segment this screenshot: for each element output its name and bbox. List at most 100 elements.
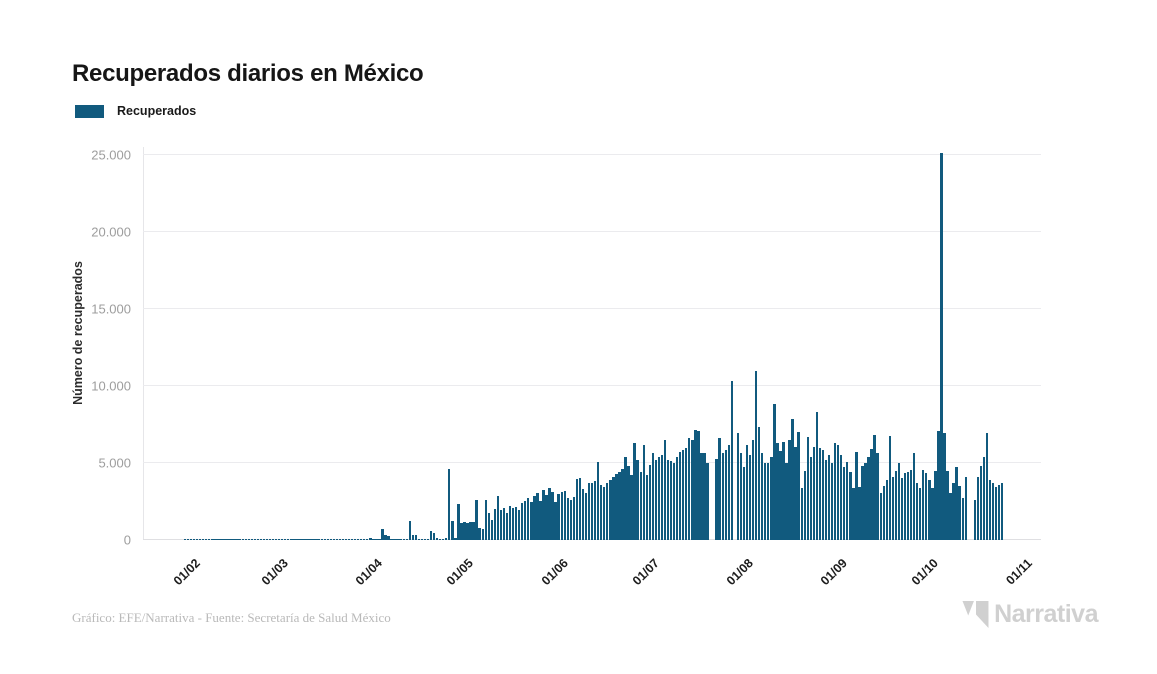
bar: [214, 539, 217, 540]
bar: [818, 447, 822, 540]
bar: [633, 443, 636, 540]
bar: [463, 521, 466, 540]
narrativa-logo: Narrativa: [961, 600, 1098, 629]
bar: [438, 538, 442, 540]
bar: [189, 539, 193, 540]
bar: [581, 489, 585, 540]
bar: [991, 483, 995, 540]
bar: [305, 539, 308, 540]
bar: [393, 538, 396, 540]
bar: [566, 498, 569, 540]
gridline: [143, 308, 1041, 309]
bar: [208, 539, 211, 540]
bar: [830, 463, 834, 540]
bar: [596, 461, 600, 540]
bar: [332, 539, 336, 540]
bar: [751, 439, 755, 540]
bar: [274, 539, 278, 540]
bar: [284, 539, 287, 540]
bar: [448, 469, 451, 540]
bar: [527, 497, 530, 540]
bar: [745, 444, 749, 540]
bar: [536, 493, 539, 540]
bar: [885, 479, 888, 540]
bar: [369, 537, 372, 540]
bar: [229, 539, 232, 540]
bar: [466, 523, 469, 540]
bar: [593, 480, 597, 540]
bar: [478, 527, 481, 540]
bar: [791, 419, 794, 540]
bar: [396, 539, 399, 540]
bar: [198, 539, 202, 540]
bar: [563, 490, 566, 540]
bar: [703, 453, 706, 540]
bar: [715, 459, 718, 540]
bar: [782, 441, 785, 540]
y-tick-label: 10.000: [91, 378, 131, 394]
bar: [554, 501, 557, 540]
bar: [1001, 483, 1004, 540]
bar: [281, 539, 284, 540]
legend: Recuperados: [75, 104, 196, 118]
bar: [663, 439, 667, 540]
bar: [861, 466, 864, 540]
bar: [721, 453, 724, 540]
bar: [779, 450, 782, 540]
bar: [223, 539, 226, 540]
x-tick-label: 01/03: [258, 556, 291, 589]
bar: [821, 449, 825, 540]
bar: [797, 431, 800, 540]
bar: [961, 498, 964, 540]
bar: [487, 513, 490, 540]
bar: [363, 539, 366, 540]
bar: [317, 539, 320, 540]
bar: [262, 539, 266, 540]
bar: [551, 491, 554, 540]
bar: [682, 449, 685, 540]
bar: [767, 463, 770, 540]
bar: [836, 444, 840, 540]
bar: [909, 469, 913, 540]
bar: [457, 503, 460, 540]
bar: [873, 435, 876, 540]
bar: [870, 449, 873, 540]
bar: [256, 539, 260, 540]
bar: [408, 520, 411, 540]
bar: [849, 472, 852, 540]
bar: [326, 539, 329, 540]
bar: [642, 444, 645, 540]
bar: [402, 538, 405, 540]
bar: [268, 539, 272, 540]
bar: [320, 539, 323, 540]
bar: [730, 381, 734, 540]
bar: [624, 456, 627, 540]
bar: [691, 439, 694, 540]
gridline: [143, 154, 1041, 155]
bar: [469, 522, 472, 540]
bar: [508, 505, 512, 540]
bar: [685, 448, 688, 540]
bar: [253, 539, 257, 540]
bar: [618, 471, 621, 540]
bar: [426, 538, 430, 540]
bar: [247, 539, 250, 540]
bar: [994, 486, 998, 540]
bar: [590, 483, 594, 540]
bar: [496, 495, 500, 540]
bar: [524, 501, 527, 540]
bar: [533, 496, 536, 540]
bar: [202, 539, 205, 540]
bar: [742, 466, 746, 540]
bar: [572, 496, 576, 540]
bar: [353, 539, 357, 540]
bar: [639, 471, 642, 540]
bar: [988, 479, 992, 540]
bar: [827, 455, 831, 540]
bar: [879, 493, 882, 540]
bar: [451, 520, 454, 540]
bar: [736, 432, 740, 540]
x-tick-label: 01/06: [538, 556, 571, 589]
bar: [290, 539, 293, 540]
bar: [530, 502, 533, 540]
